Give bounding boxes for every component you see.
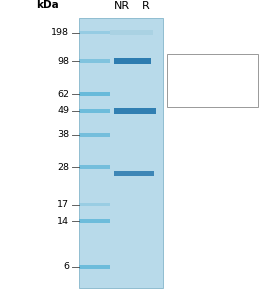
Bar bbox=[79, 18, 163, 288]
Bar bbox=[79, 32, 110, 34]
Bar bbox=[79, 265, 110, 269]
Bar bbox=[79, 203, 110, 206]
Bar bbox=[110, 30, 153, 35]
Bar bbox=[79, 59, 110, 63]
Text: 14: 14 bbox=[57, 217, 69, 226]
Text: 28: 28 bbox=[57, 163, 69, 172]
Text: R: R bbox=[142, 2, 150, 11]
Text: NR = Non-reduced: NR = Non-reduced bbox=[172, 74, 253, 83]
Bar bbox=[114, 108, 156, 114]
Text: 2.5 μg loading: 2.5 μg loading bbox=[172, 59, 234, 68]
Bar bbox=[79, 165, 110, 169]
Bar bbox=[114, 58, 151, 64]
Bar bbox=[79, 133, 110, 137]
Text: 38: 38 bbox=[57, 130, 69, 140]
Bar bbox=[79, 109, 110, 112]
Text: 198: 198 bbox=[51, 28, 69, 38]
Text: kDa: kDa bbox=[36, 1, 59, 10]
Bar bbox=[114, 170, 154, 176]
Text: 98: 98 bbox=[57, 57, 69, 66]
Text: 49: 49 bbox=[57, 106, 69, 115]
Text: R = Reduced: R = Reduced bbox=[172, 89, 228, 98]
Bar bbox=[79, 219, 110, 223]
Bar bbox=[167, 54, 258, 106]
Text: NR: NR bbox=[113, 2, 130, 11]
Bar bbox=[79, 92, 110, 96]
Text: 6: 6 bbox=[63, 262, 69, 272]
Text: 17: 17 bbox=[57, 200, 69, 209]
Text: 62: 62 bbox=[57, 90, 69, 99]
